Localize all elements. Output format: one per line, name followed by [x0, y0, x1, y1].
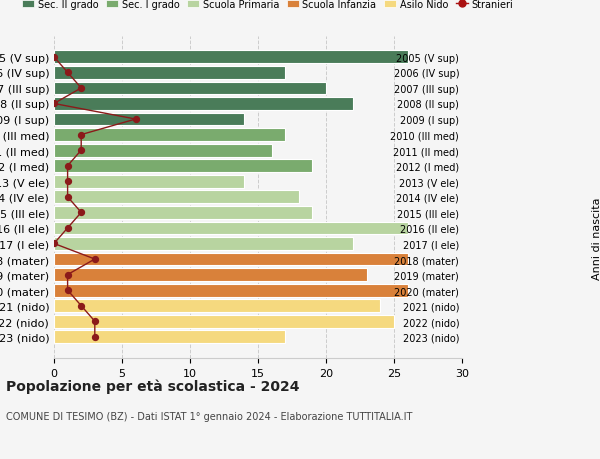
Point [90, 318, 100, 325]
Text: COMUNE DI TESIMO (BZ) - Dati ISTAT 1° gennaio 2024 - Elaborazione TUTTITALIA.IT: COMUNE DI TESIMO (BZ) - Dati ISTAT 1° ge… [6, 411, 412, 421]
Point [76, 209, 86, 217]
Bar [54, 67, 285, 79]
Bar [54, 191, 299, 204]
Point [63, 69, 73, 77]
Point [90, 256, 100, 263]
Bar [54, 315, 394, 328]
Text: Anni di nascita: Anni di nascita [592, 197, 600, 280]
Point [63, 287, 73, 294]
Bar [54, 129, 285, 142]
Bar [54, 51, 407, 64]
Bar [54, 145, 272, 157]
Point [49, 240, 59, 247]
Bar [54, 253, 407, 266]
Point [76, 85, 86, 92]
Legend: Sec. II grado, Sec. I grado, Scuola Primaria, Scuola Infanzia, Asilo Nido, Stran: Sec. II grado, Sec. I grado, Scuola Prim… [22, 0, 513, 10]
Point [63, 194, 73, 201]
Point [63, 271, 73, 279]
Bar [54, 160, 313, 173]
Bar [54, 300, 380, 313]
Bar [54, 269, 367, 281]
Bar [54, 82, 326, 95]
Bar [54, 330, 285, 343]
Bar [54, 98, 353, 111]
Bar [54, 284, 407, 297]
Point [76, 147, 86, 155]
Point [63, 178, 73, 185]
Bar [54, 222, 407, 235]
Point [63, 162, 73, 170]
Text: Popolazione per età scolastica - 2024: Popolazione per età scolastica - 2024 [6, 379, 299, 393]
Point [49, 54, 59, 62]
Bar [54, 175, 244, 188]
Bar [54, 113, 244, 126]
Point [76, 132, 86, 139]
Point [90, 333, 100, 341]
Bar [54, 207, 313, 219]
Point [76, 302, 86, 310]
Point [49, 101, 59, 108]
Point [63, 225, 73, 232]
Bar [54, 238, 353, 250]
Point [131, 116, 140, 123]
